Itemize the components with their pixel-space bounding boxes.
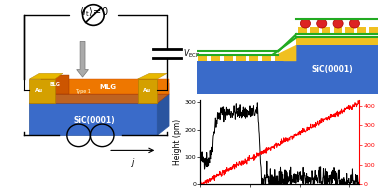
Polygon shape — [138, 79, 157, 103]
Circle shape — [301, 19, 310, 28]
Polygon shape — [345, 27, 354, 33]
Polygon shape — [262, 55, 271, 61]
Polygon shape — [198, 55, 208, 61]
Polygon shape — [41, 75, 69, 94]
Text: MLG: MLG — [100, 84, 116, 90]
Y-axis label: Height (pm): Height (pm) — [173, 119, 182, 165]
Polygon shape — [287, 55, 296, 61]
Polygon shape — [274, 45, 296, 61]
Polygon shape — [29, 103, 157, 135]
Polygon shape — [197, 61, 296, 94]
Polygon shape — [29, 94, 169, 103]
Text: BLG: BLG — [50, 82, 60, 87]
Polygon shape — [322, 27, 330, 33]
Text: Type 1: Type 1 — [74, 89, 90, 94]
Text: $j$: $j$ — [131, 156, 136, 169]
Circle shape — [349, 19, 359, 28]
Polygon shape — [296, 45, 378, 94]
Polygon shape — [369, 27, 378, 33]
Polygon shape — [63, 79, 169, 94]
Text: SiC(0001): SiC(0001) — [74, 116, 115, 125]
Text: Au: Au — [35, 88, 43, 93]
Text: Au: Au — [143, 88, 152, 93]
Polygon shape — [29, 79, 55, 103]
Polygon shape — [357, 27, 366, 33]
Polygon shape — [298, 27, 307, 33]
Polygon shape — [274, 55, 284, 61]
Polygon shape — [237, 55, 246, 61]
FancyArrow shape — [77, 41, 88, 77]
Circle shape — [333, 19, 343, 28]
Text: SiC(0001): SiC(0001) — [312, 65, 353, 74]
Polygon shape — [138, 73, 167, 79]
Polygon shape — [29, 94, 169, 103]
Polygon shape — [224, 55, 233, 61]
Polygon shape — [333, 27, 342, 33]
Polygon shape — [29, 73, 63, 79]
Polygon shape — [211, 55, 220, 61]
Polygon shape — [41, 83, 169, 94]
Polygon shape — [310, 27, 319, 33]
Polygon shape — [296, 38, 378, 45]
Text: $V_{\rm ECP}$: $V_{\rm ECP}$ — [183, 47, 200, 60]
Text: $\langle I_{\rm t} \rangle\!=\!0$: $\langle I_{\rm t} \rangle\!=\!0$ — [79, 6, 109, 19]
Circle shape — [317, 19, 327, 28]
Polygon shape — [157, 94, 169, 135]
Polygon shape — [249, 55, 258, 61]
